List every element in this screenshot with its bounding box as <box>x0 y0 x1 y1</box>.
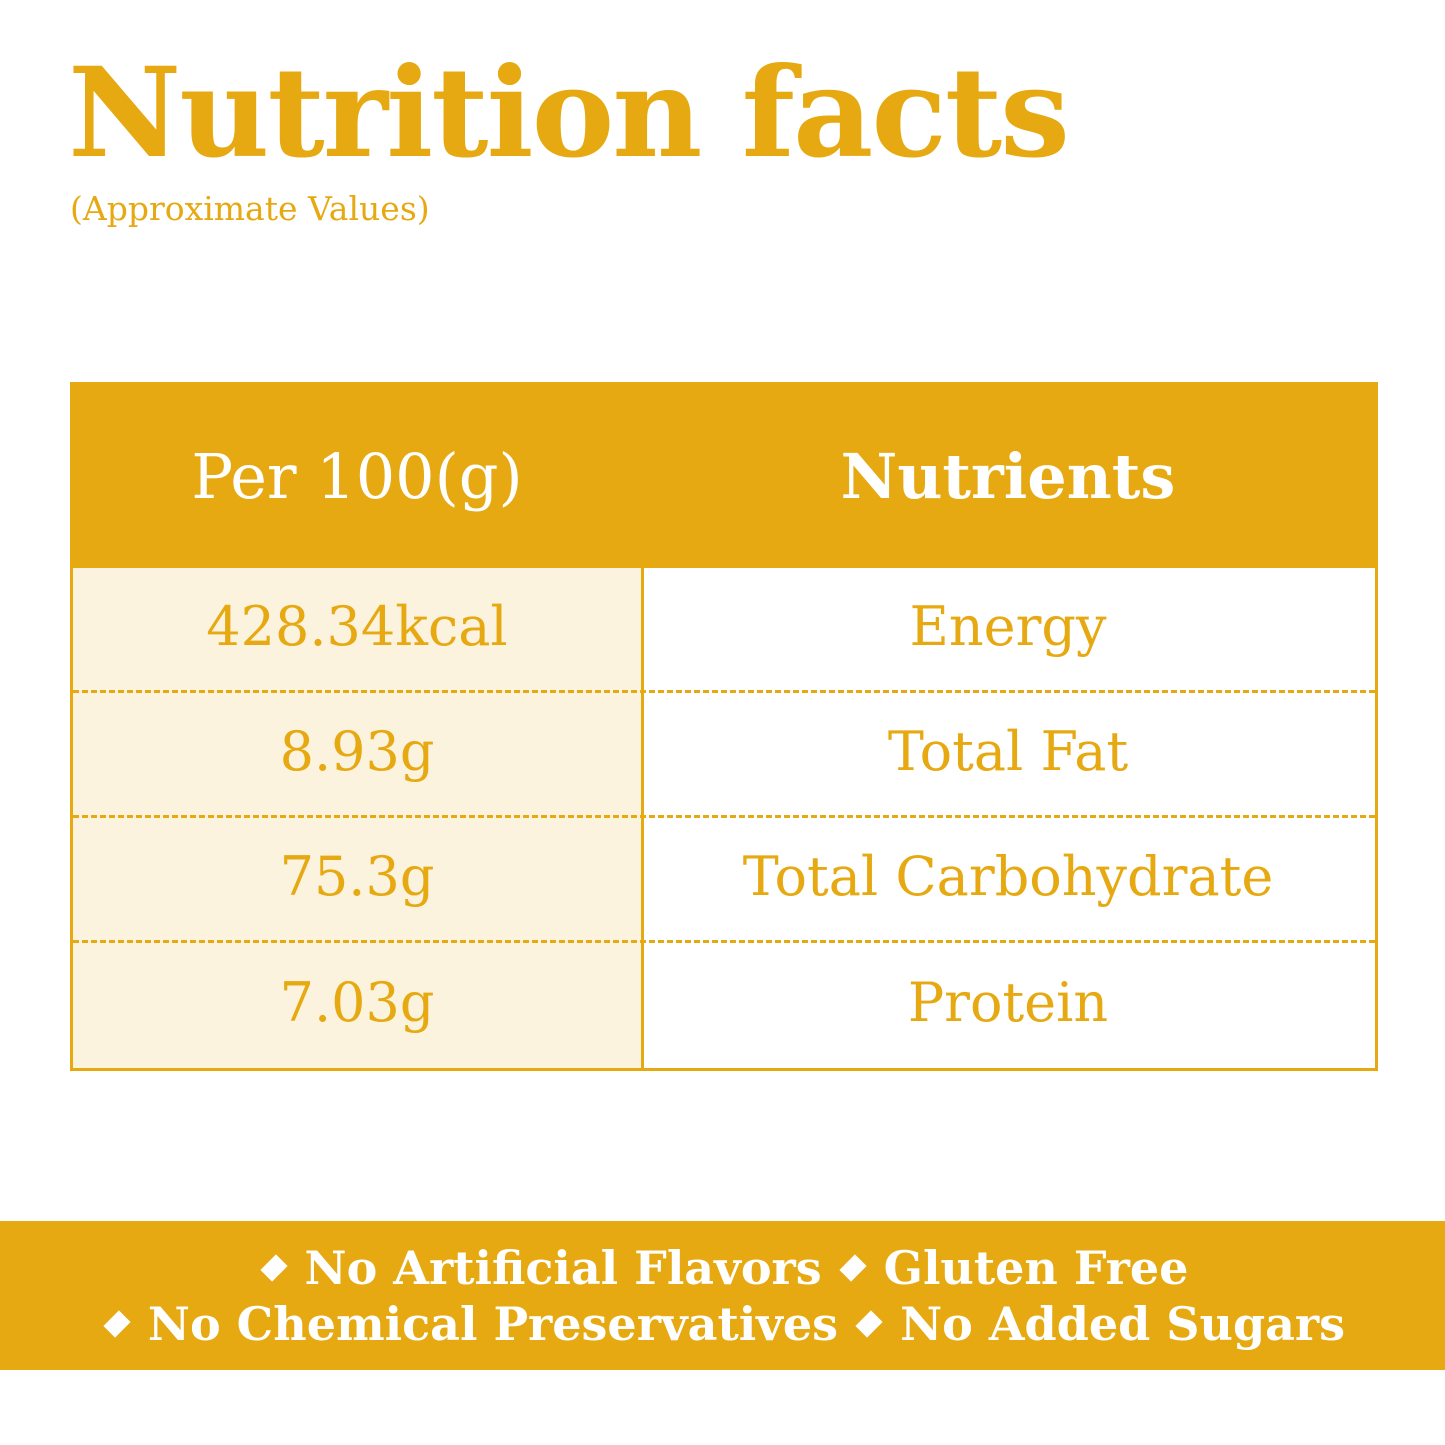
nutrition-table: Per 100(g) Nutrients 428.34kcal Energy 8… <box>70 382 1378 1071</box>
column-header-per-100g: Per 100(g) <box>191 440 523 513</box>
diamond-icon <box>103 1309 131 1338</box>
claim-no-added-sugars: No Added Sugars <box>852 1296 1345 1352</box>
claim-no-chemical-preservatives: No Chemical Preservatives <box>100 1296 838 1352</box>
nutrient-cell: Protein <box>907 971 1109 1034</box>
claim-gluten-free: Gluten Free <box>836 1240 1189 1296</box>
nutrient-cell: Total Fat <box>887 719 1129 783</box>
column-divider <box>641 568 644 1068</box>
page-title: Nutrition facts <box>68 41 1070 186</box>
nutrient-cell: Total Carbohydrate <box>742 844 1274 908</box>
value-cell: 8.93g <box>279 719 435 783</box>
claims-line-1: No Artificial Flavors Gluten Free <box>257 1240 1189 1296</box>
value-column-background <box>73 568 641 1068</box>
claim-label: No Artificial Flavors <box>304 1240 822 1295</box>
nutrient-cell: Energy <box>909 594 1107 658</box>
diamond-icon <box>855 1309 883 1338</box>
claim-label: No Chemical Preservatives <box>147 1296 839 1351</box>
diamond-icon <box>259 1253 288 1282</box>
table-row: 428.34kcal Energy <box>73 568 1375 693</box>
value-cell: 7.03g <box>279 971 435 1034</box>
table-header: Per 100(g) Nutrients <box>73 385 1375 568</box>
claim-no-artificial-flavors: No Artificial Flavors <box>257 1240 822 1296</box>
value-cell: 428.34kcal <box>206 594 508 658</box>
claims-banner: No Artificial Flavors Gluten Free No Che… <box>0 1221 1445 1370</box>
column-header-nutrients: Nutrients <box>840 440 1176 513</box>
value-cell: 75.3g <box>279 844 435 908</box>
table-row: 7.03g Protein <box>73 943 1375 1068</box>
table-row: 75.3g Total Carbohydrate <box>73 818 1375 943</box>
claims-line-2: No Chemical Preservatives No Added Sugar… <box>100 1296 1345 1352</box>
claim-label: No Added Sugars <box>900 1296 1346 1351</box>
table-body: 428.34kcal Energy 8.93g Total Fat 75.3g … <box>73 568 1375 1068</box>
diamond-icon <box>839 1253 867 1282</box>
claim-label: Gluten Free <box>883 1240 1189 1295</box>
table-row: 8.93g Total Fat <box>73 693 1375 818</box>
page-subtitle: (Approximate Values) <box>70 189 430 228</box>
